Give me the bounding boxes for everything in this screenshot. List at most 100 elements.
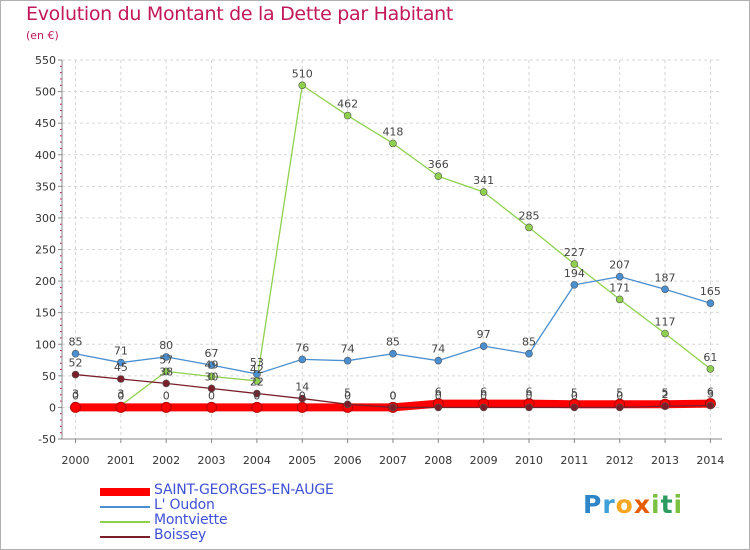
data-point-boissey <box>525 403 533 412</box>
data-point-l-oudon <box>343 356 352 365</box>
data-label-l-oudon: 85 <box>522 336 536 349</box>
data-point-boissey <box>343 400 352 409</box>
legend-label: Montviette <box>154 512 228 528</box>
data-label-l-oudon: 165 <box>700 285 721 298</box>
data-label-montviette: 227 <box>564 246 585 259</box>
data-label-boissey: 2 <box>662 388 669 401</box>
x-tick-label: 2003 <box>198 454 226 467</box>
data-label-l-oudon: 187 <box>655 271 676 284</box>
x-tick-label: 2014 <box>696 454 724 467</box>
data-point-l-oudon <box>298 355 307 364</box>
data-label-saint-georges-en-auge: 0 <box>72 389 79 402</box>
data-label-montviette: 418 <box>382 125 403 138</box>
data-point-montviette <box>343 111 352 120</box>
data-label-boissey: 0 <box>480 389 487 402</box>
data-label-boissey: 0 <box>435 389 442 402</box>
y-tick-label: -50 <box>38 433 56 446</box>
proxiti-logo: Proxiti <box>583 490 684 519</box>
data-point-boissey <box>207 384 216 393</box>
x-tick-label: 2002 <box>152 454 180 467</box>
data-point-boissey <box>298 394 307 403</box>
legend-label: SAINT-GEORGES-EN-AUGE <box>154 482 334 498</box>
data-label-montviette: 285 <box>519 209 540 222</box>
y-tick-label: 100 <box>35 338 56 351</box>
data-point-l-oudon <box>570 281 579 289</box>
x-tick-label: 2013 <box>651 454 679 467</box>
chart-subtitle: (en €) <box>26 29 59 42</box>
data-label-montviette: 49 <box>205 358 219 371</box>
data-label-l-oudon: 194 <box>564 267 585 280</box>
x-tick-label: 2010 <box>515 454 543 467</box>
data-label-saint-georges-en-auge: 6 <box>435 386 442 399</box>
data-label-l-oudon: 74 <box>341 343 355 356</box>
data-label-saint-georges-en-auge: 6 <box>707 386 714 399</box>
data-point-boissey <box>71 370 80 379</box>
data-label-l-oudon: 76 <box>295 341 309 354</box>
data-label-montviette: 61 <box>703 351 717 364</box>
legend-swatch <box>100 488 150 496</box>
data-point-montviette <box>207 372 216 381</box>
data-label-l-oudon: 85 <box>69 336 83 349</box>
data-label-boissey: 3 <box>707 388 714 401</box>
data-label-l-oudon: 85 <box>386 336 400 349</box>
data-point-saint-georges-en-auge <box>115 401 127 413</box>
data-label-montviette: 3 <box>72 388 79 401</box>
data-point-l-oudon <box>253 370 261 378</box>
data-label-saint-georges-en-auge: 0 <box>208 389 215 402</box>
data-label-boissey: 5 <box>344 386 351 399</box>
data-label-l-oudon: 207 <box>609 259 630 272</box>
data-point-l-oudon <box>525 349 533 358</box>
legend-swatch <box>100 506 150 508</box>
x-tick-label: 2009 <box>470 454 498 467</box>
y-tick-label: 450 <box>35 117 56 130</box>
data-label-montviette: 117 <box>655 316 676 329</box>
data-label-boissey: 0 <box>389 389 396 402</box>
x-tick-label: 2001 <box>107 454 135 467</box>
data-point-saint-georges-en-auge <box>160 401 172 413</box>
data-label-montviette: 171 <box>609 281 630 294</box>
data-point-montviette <box>162 367 170 376</box>
data-point-l-oudon <box>117 358 125 367</box>
data-label-l-oudon: 74 <box>431 343 445 356</box>
data-label-boissey: 0 <box>526 389 533 402</box>
data-label-l-oudon: 53 <box>250 356 264 369</box>
y-tick-label: 50 <box>42 370 56 383</box>
legend-swatch <box>100 536 150 538</box>
data-point-montviette <box>661 329 669 338</box>
data-point-l-oudon <box>389 349 397 358</box>
data-point-montviette <box>434 172 443 181</box>
data-point-l-oudon <box>71 349 80 358</box>
data-label-saint-georges-en-auge: 6 <box>526 386 533 399</box>
data-point-boissey <box>706 401 715 410</box>
data-label-montviette: 57 <box>159 353 173 366</box>
data-point-montviette <box>570 260 579 268</box>
data-point-boissey <box>389 403 397 412</box>
data-point-boissey <box>117 375 125 383</box>
data-label-boissey: 14 <box>295 381 309 394</box>
y-tick-label: 0 <box>49 401 56 414</box>
data-point-boissey <box>253 389 261 398</box>
data-point-l-oudon <box>479 342 488 350</box>
data-label-montviette: 462 <box>337 98 358 111</box>
data-label-saint-georges-en-auge: 5 <box>616 386 623 399</box>
legend-swatch <box>100 521 150 523</box>
x-tick-label: 2008 <box>424 454 452 467</box>
data-label-saint-georges-en-auge: 6 <box>480 386 487 399</box>
data-point-montviette <box>479 188 488 196</box>
data-point-saint-georges-en-auge <box>206 401 218 413</box>
data-point-montviette <box>298 81 307 90</box>
data-label-boissey: 45 <box>114 361 128 374</box>
data-point-l-oudon <box>207 361 216 369</box>
data-point-saint-georges-en-auge <box>70 401 81 413</box>
y-tick-label: 400 <box>35 149 56 162</box>
data-label-saint-georges-en-auge: 0 <box>389 389 396 402</box>
data-label-saint-georges-en-auge: 0 <box>163 389 170 402</box>
y-tick-label: 350 <box>35 180 56 193</box>
data-label-boissey: 30 <box>205 370 219 383</box>
data-label-montviette: 341 <box>473 174 494 187</box>
data-label-saint-georges-en-auge: 0 <box>253 389 260 402</box>
y-tick-label: 550 <box>35 54 56 67</box>
data-point-boissey <box>479 403 488 412</box>
data-label-saint-georges-en-auge: 5 <box>571 386 578 399</box>
y-tick-label: 250 <box>35 244 56 257</box>
